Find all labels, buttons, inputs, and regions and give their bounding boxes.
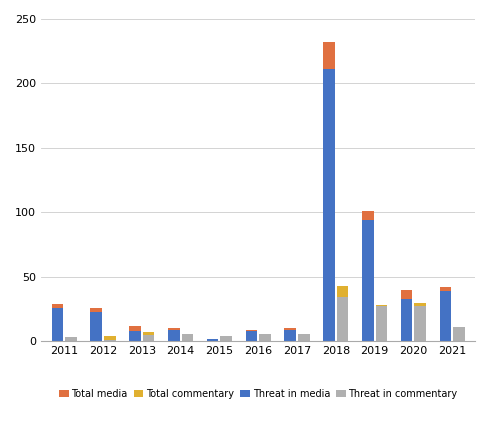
Bar bbox=[298, 333, 310, 341]
Bar bbox=[207, 339, 218, 341]
Bar bbox=[143, 332, 154, 335]
Bar bbox=[376, 305, 387, 307]
Bar bbox=[362, 211, 374, 220]
Bar bbox=[414, 303, 426, 307]
Bar bbox=[182, 333, 193, 341]
Bar bbox=[246, 331, 258, 341]
Bar bbox=[401, 290, 412, 299]
Bar bbox=[440, 291, 451, 341]
Bar bbox=[337, 297, 348, 341]
Bar bbox=[168, 329, 179, 341]
Bar bbox=[143, 335, 154, 341]
Bar bbox=[453, 327, 465, 341]
Bar bbox=[90, 312, 102, 341]
Bar bbox=[440, 287, 451, 291]
Bar bbox=[401, 299, 412, 341]
Bar bbox=[104, 340, 116, 341]
Bar bbox=[337, 286, 348, 297]
Bar bbox=[284, 329, 296, 341]
Bar bbox=[90, 308, 102, 312]
Bar bbox=[376, 307, 387, 341]
Bar bbox=[414, 303, 426, 341]
Bar bbox=[129, 326, 141, 331]
Bar bbox=[65, 337, 77, 341]
Bar bbox=[129, 331, 141, 341]
Bar bbox=[323, 69, 335, 341]
Bar bbox=[52, 304, 64, 308]
Legend: Total media, Total commentary, Threat in media, Threat in commentary: Total media, Total commentary, Threat in… bbox=[55, 385, 462, 403]
Bar bbox=[246, 329, 258, 331]
Bar bbox=[259, 333, 271, 341]
Bar bbox=[104, 336, 116, 340]
Bar bbox=[52, 308, 64, 341]
Bar bbox=[323, 42, 335, 69]
Bar bbox=[220, 336, 232, 341]
Bar bbox=[362, 220, 374, 341]
